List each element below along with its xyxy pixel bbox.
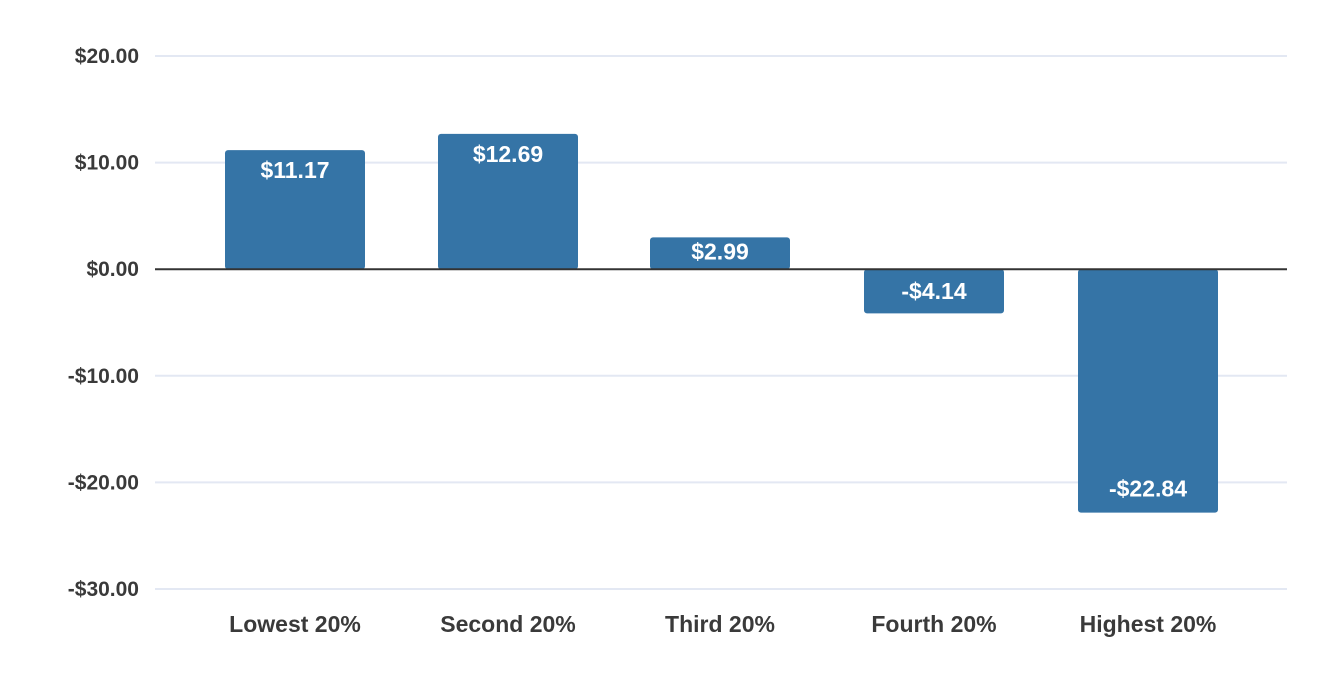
x-category-label: Fourth 20%: [871, 611, 996, 637]
y-axis-ticks: $20.00 $10.00 $0.00 -$10.00 -$20.00 -$30.00: [68, 45, 139, 601]
x-category-label: Lowest 20%: [229, 611, 361, 637]
y-tick-label: $20.00: [75, 45, 139, 68]
bar-value-label: $11.17: [260, 157, 329, 183]
bar-value-label: $12.69: [473, 141, 543, 167]
y-tick-label: -$10.00: [68, 365, 139, 388]
bar: [225, 150, 365, 270]
y-tick-label: $0.00: [86, 258, 139, 281]
y-tick-label: -$20.00: [68, 471, 139, 494]
bar-value-labels: $11.17 $12.69 $2.99 -$4.14 -$22.84: [260, 141, 1187, 502]
x-category-label: Third 20%: [665, 611, 775, 637]
bar: [650, 237, 790, 270]
x-category-label: Highest 20%: [1080, 611, 1217, 637]
bar: [864, 269, 1004, 314]
bar-value-label: -$22.84: [1109, 476, 1187, 502]
bar-value-label: -$4.14: [901, 278, 966, 304]
bar: [1078, 269, 1218, 513]
bar: [438, 133, 578, 270]
y-tick-label: $10.00: [75, 152, 139, 175]
bar-value-label: $2.99: [691, 238, 749, 264]
bars: [225, 133, 1218, 513]
y-tick-label: -$30.00: [68, 578, 139, 601]
x-category-label: Second 20%: [440, 611, 576, 637]
x-axis-categories: Lowest 20% Second 20% Third 20% Fourth 20% H…: [229, 611, 1216, 637]
